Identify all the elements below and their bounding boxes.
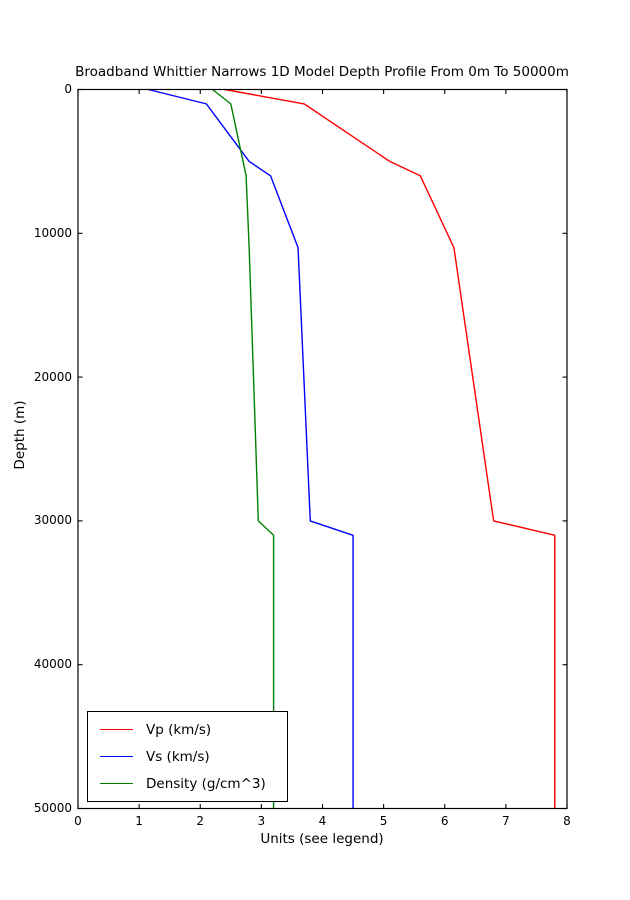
- x-tick-label-0: 0: [74, 814, 82, 828]
- legend-rows: Vp (km/s) Vs (km/s) Density (g/cm^3): [88, 716, 287, 797]
- y-axis-label: Depth (m): [12, 400, 28, 470]
- y-tick-label-0: 0: [64, 82, 72, 96]
- y-tick-label-1: 10000: [33, 225, 72, 240]
- x-tick-label-3: 3: [257, 814, 266, 828]
- series-line-2: [212, 88, 275, 809]
- y-tick-label-2: 20000: [33, 369, 72, 384]
- legend-label-0: Vp (km/s): [146, 721, 212, 738]
- legend-item-2: Density (g/cm^3): [88, 770, 287, 797]
- y-tick-label-4: 40000: [33, 657, 72, 672]
- legend-item-1: Vs (km/s): [88, 743, 287, 770]
- x-tick-label-5: 5: [379, 814, 388, 828]
- x-axis-label: Units (see legend): [260, 831, 384, 847]
- legend: Vp (km/s) Vs (km/s) Density (g/cm^3): [87, 711, 288, 802]
- x-tick-label-4: 4: [318, 814, 327, 828]
- x-tick-label-6: 6: [440, 814, 449, 828]
- legend-line-swatch-0: [100, 729, 133, 730]
- legend-label-2: Density (g/cm^3): [146, 775, 266, 792]
- y-tick-label-5: 50000: [33, 801, 72, 815]
- x-tick-label-1: 1: [135, 814, 143, 828]
- series-line-1: [148, 88, 354, 809]
- legend-line-swatch-1: [100, 756, 133, 757]
- legend-label-1: Vs (km/s): [146, 748, 210, 765]
- chart-title: Broadband Whittier Narrows 1D Model Dept…: [75, 64, 569, 80]
- legend-item-0: Vp (km/s): [88, 716, 287, 743]
- x-tick-label-2: 2: [196, 814, 205, 828]
- axes-frame: [77, 88, 568, 810]
- series-line-0: [224, 88, 556, 809]
- x-tick-label-8: 8: [563, 814, 571, 828]
- legend-line-swatch-2: [100, 783, 133, 784]
- x-tick-label-7: 7: [502, 814, 510, 828]
- y-tick-label-3: 30000: [33, 513, 72, 528]
